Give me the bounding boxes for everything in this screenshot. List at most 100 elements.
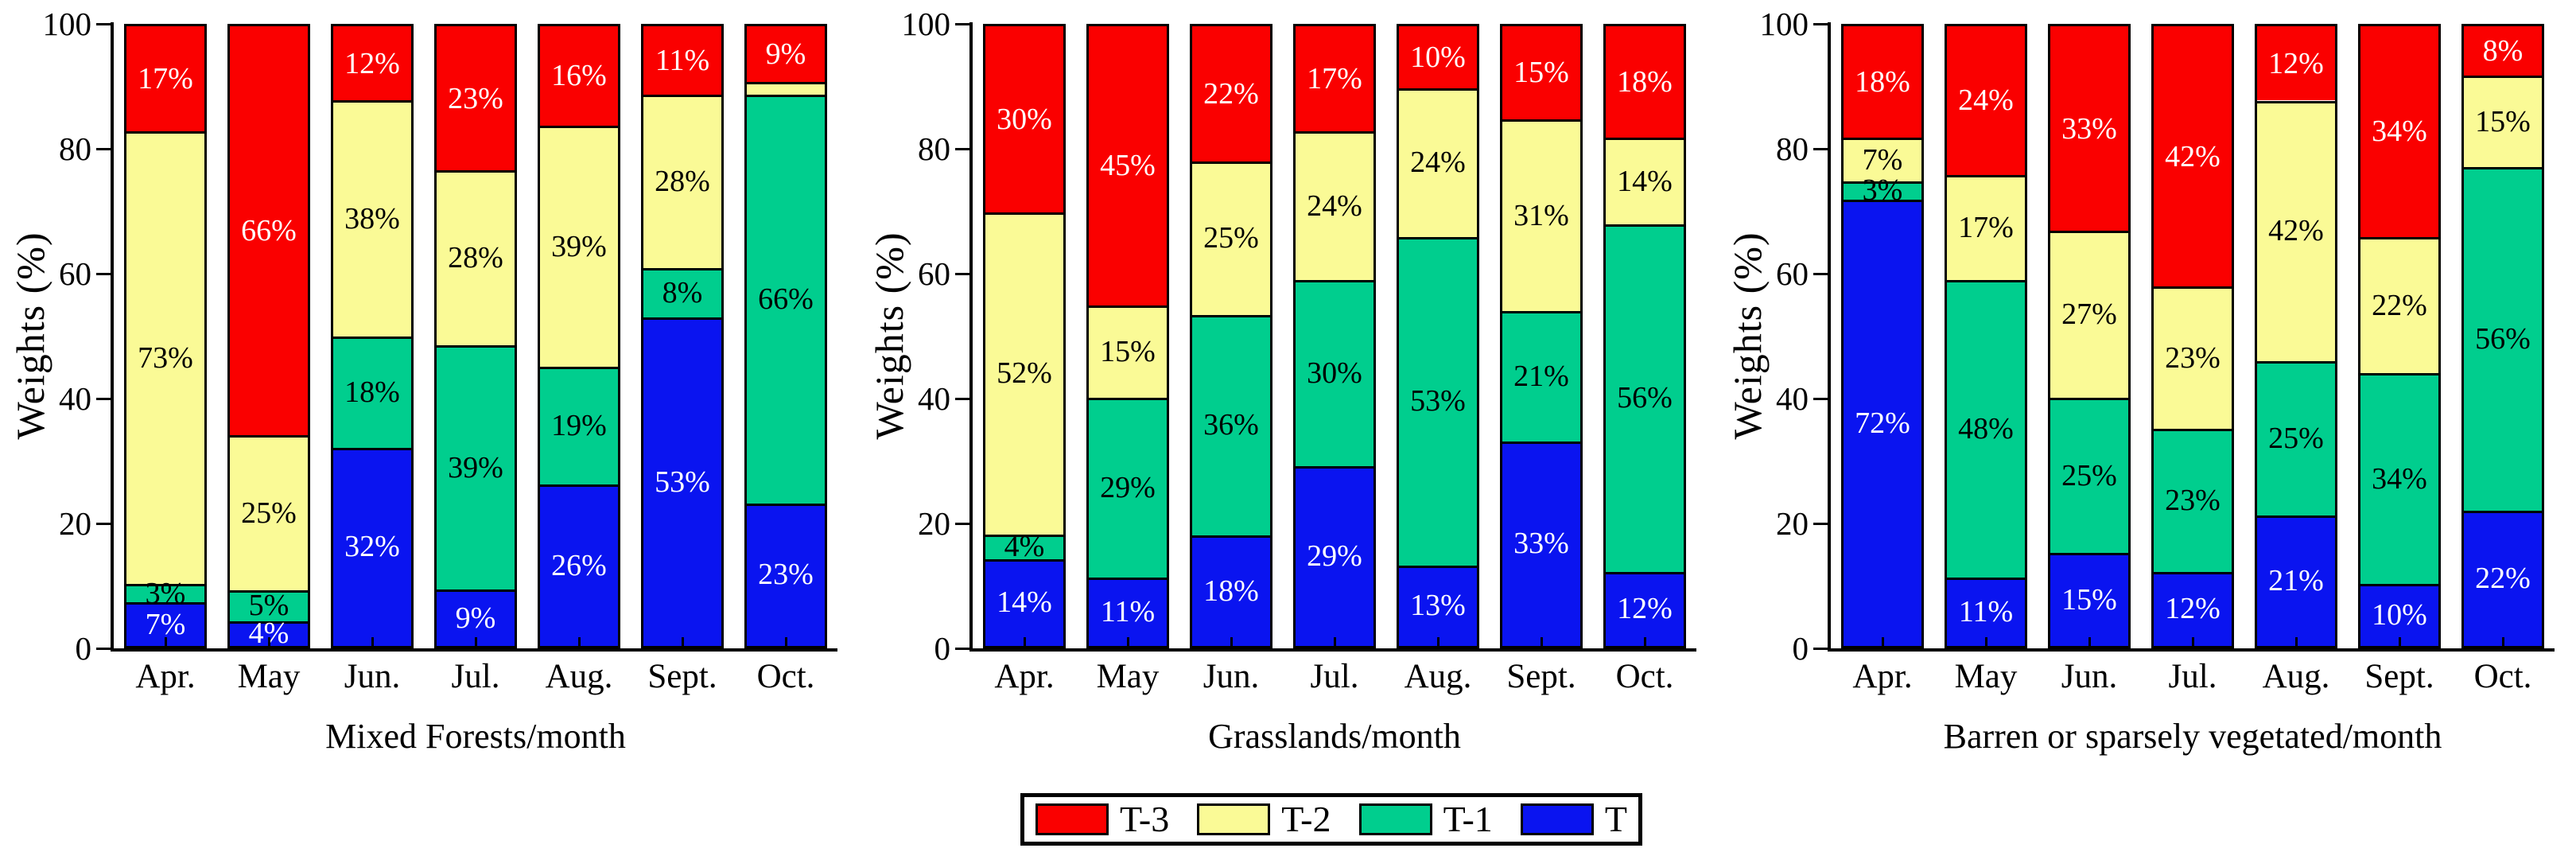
- x-tick: [1541, 637, 1543, 648]
- bar: 9% 39% 28% 23%: [434, 24, 517, 648]
- bar-segment-T-3: [2360, 26, 2438, 237]
- y-tick: [955, 398, 969, 400]
- bar: 33% 21% 31% 15%: [1500, 24, 1583, 648]
- plot-area: 0 20 40 60 80 100 72% 3% 7% 18% Apr. 11% 48% 17% 24% Ma…: [1717, 0, 2576, 852]
- y-tick: [955, 648, 969, 650]
- y-tick-label: 20: [59, 505, 91, 542]
- y-tick-label: 40: [1776, 380, 1809, 417]
- bar-segment-T-1: [2154, 429, 2232, 572]
- bar-segment-T-2: [1089, 305, 1167, 399]
- bar-segment-T-3: [985, 26, 1063, 212]
- y-tick: [1813, 148, 1828, 150]
- bar-segment-T-3: [2050, 26, 2128, 231]
- legend-label-t2: T-2: [1281, 799, 1331, 839]
- bar: 12% 56% 14% 18%: [1603, 24, 1686, 648]
- y-tick: [96, 23, 111, 25]
- bar-segment-T: [2050, 553, 2128, 646]
- bar-segment-T-2: [230, 435, 308, 590]
- legend-item-t3: T-3: [1035, 801, 1169, 838]
- y-tick: [96, 148, 111, 150]
- y-tick: [1813, 398, 1828, 400]
- x-tick: [2502, 637, 2504, 648]
- bar-segment-T-3: [2257, 26, 2335, 101]
- bar-segment-T-2: [1947, 174, 2025, 281]
- legend-label-t3: T-3: [1120, 799, 1170, 839]
- y-tick: [955, 523, 969, 525]
- y-tick-label: 20: [1776, 505, 1809, 542]
- x-tick-label: Jun.: [2061, 658, 2118, 695]
- x-tick-label: Aug.: [2262, 658, 2330, 695]
- bar-segment-T-2: [1844, 138, 1921, 181]
- bar-segment-T-1: [437, 345, 515, 590]
- x-tick: [475, 637, 477, 648]
- x-axis-title: Grasslands/month: [1208, 717, 1461, 756]
- x-tick: [578, 637, 581, 648]
- bar-segment-T: [1399, 565, 1477, 646]
- y-tick-label: 40: [59, 380, 91, 417]
- bar-segment-T-1: [747, 94, 825, 504]
- x-tick-label: Sept.: [1506, 658, 1576, 695]
- bar-segment-T-1: [643, 267, 721, 318]
- y-tick: [96, 398, 111, 400]
- x-tick-label: Jun.: [1203, 658, 1260, 695]
- y-tick: [955, 273, 969, 275]
- bar-segment-T-1: [540, 367, 618, 485]
- bar-segment-T-1: [1192, 314, 1270, 536]
- x-tick: [2399, 637, 2401, 648]
- bar-segment-T: [437, 589, 515, 646]
- x-tick: [2088, 637, 2091, 648]
- legend: T-3 T-2 T-1 T: [1020, 793, 1642, 846]
- y-tick: [955, 23, 969, 25]
- bar: 22% 56% 15% 8%: [2461, 24, 2544, 648]
- x-tick-label: Jul.: [1310, 658, 1359, 695]
- legend-swatch-t: [1520, 803, 1594, 835]
- bar-segment-T-2: [540, 125, 618, 368]
- bar-segment-T-2: [2257, 100, 2335, 361]
- bar-segment-T-3: [1296, 26, 1373, 132]
- y-tick-label: 0: [75, 630, 92, 667]
- bar-segment-T-1: [1947, 280, 2025, 578]
- x-tick-label: Oct.: [2473, 658, 2532, 695]
- y-axis-line: [1828, 22, 1831, 652]
- x-tick-label: Sept.: [2364, 658, 2434, 695]
- y-tick-label: 100: [42, 6, 92, 42]
- bar-segment-T-2: [437, 170, 515, 346]
- x-tick-label: May: [1096, 658, 1160, 695]
- bar-segment-T-1: [2360, 373, 2438, 585]
- legend-label-t1: T-1: [1443, 799, 1493, 839]
- y-tick: [96, 273, 111, 275]
- x-tick: [2192, 637, 2194, 648]
- y-tick: [96, 523, 111, 525]
- x-axis-line: [111, 648, 837, 652]
- x-tick: [2295, 637, 2298, 648]
- bar: 4% 5% 25% 66%: [227, 24, 310, 648]
- bar-segment-T-3: [2154, 26, 2232, 287]
- legend-item-t: T: [1520, 801, 1627, 838]
- y-tick-label: 80: [59, 130, 91, 167]
- x-tick: [1437, 637, 1440, 648]
- x-tick-label: Aug.: [545, 658, 613, 695]
- bar-segment-T-3: [1502, 26, 1580, 119]
- bar-segment-T-3: [540, 26, 618, 126]
- y-tick-label: 80: [918, 130, 950, 167]
- bar: 7% 3% 73% 17%: [124, 24, 207, 648]
- bar-segment-T-3: [126, 26, 204, 132]
- bar-segment-T-1: [1089, 398, 1167, 578]
- x-tick: [1127, 637, 1129, 648]
- bar-segment-T: [1947, 578, 2025, 646]
- bar-segment-T-2: [333, 100, 411, 337]
- bar-segment-T: [643, 317, 721, 646]
- bar-segment-T: [1606, 571, 1684, 646]
- bar-segment-T: [333, 447, 411, 646]
- bar-segment-T-1: [1502, 311, 1580, 442]
- x-tick-label: Apr.: [1852, 658, 1913, 695]
- x-axis-title: Mixed Forests/month: [325, 717, 626, 756]
- y-tick-label: 0: [934, 630, 951, 667]
- bar-segment-T-3: [2464, 26, 2542, 76]
- bar-segment-T-2: [2154, 286, 2232, 430]
- y-tick: [1813, 523, 1828, 525]
- bar: 14% 4% 52% 30%: [983, 24, 1066, 648]
- y-tick-label: 80: [1776, 130, 1809, 167]
- x-tick: [371, 637, 374, 648]
